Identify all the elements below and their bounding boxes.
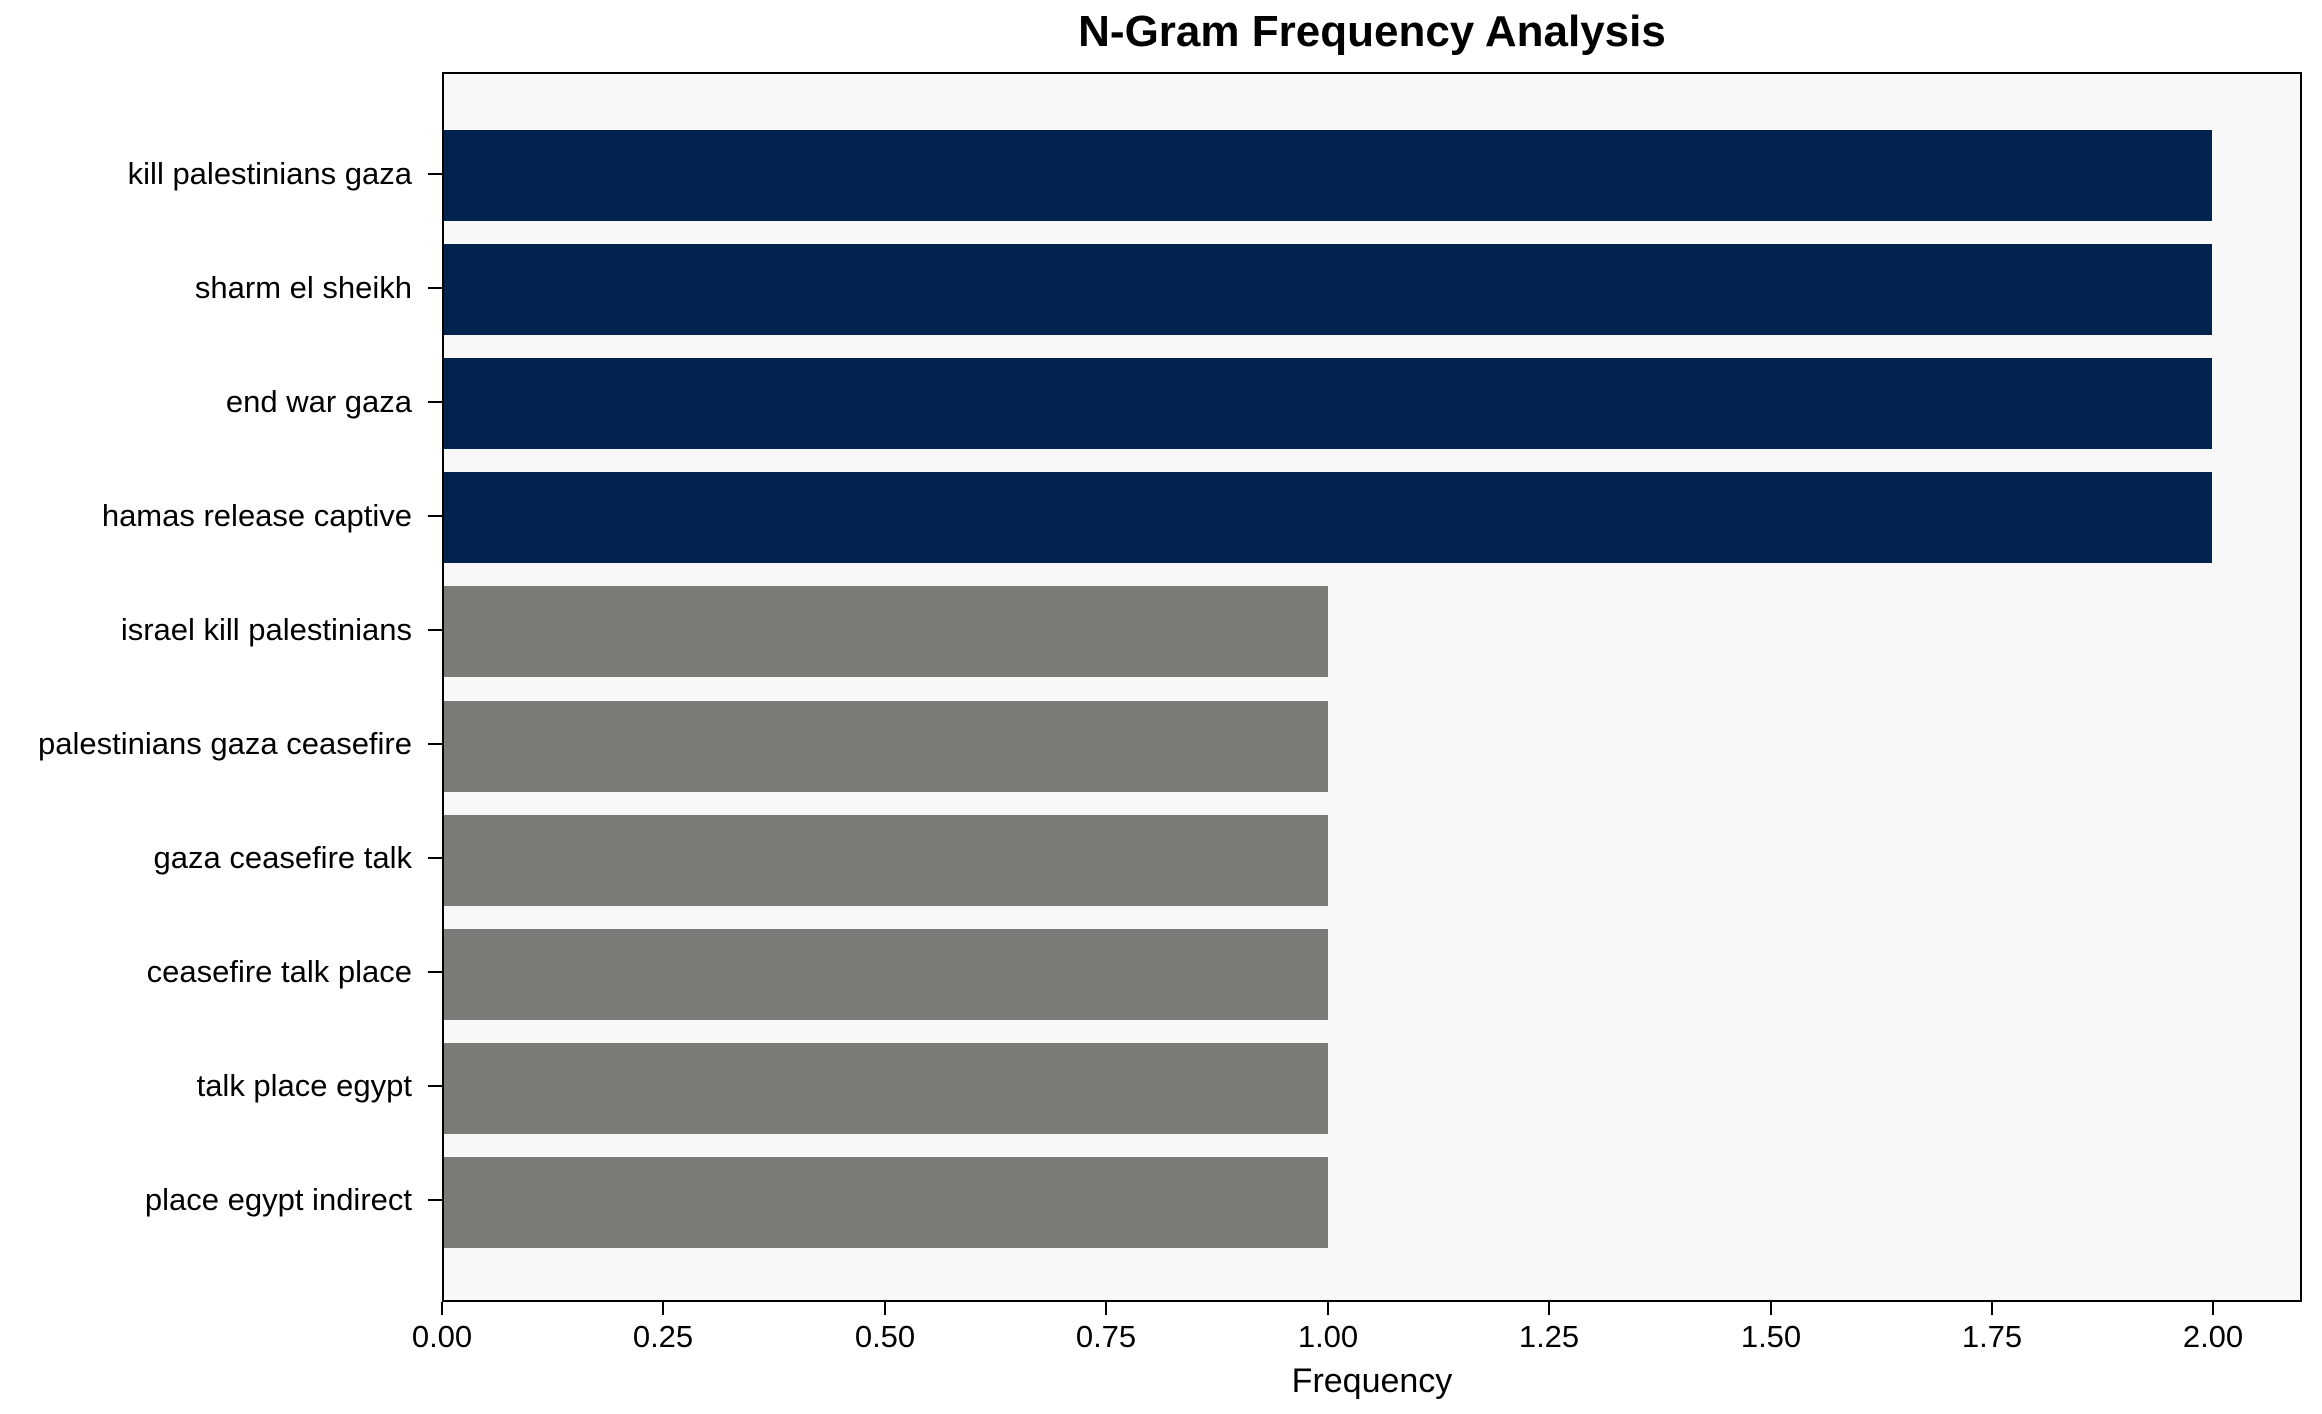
y-tick-label: kill palestinians gaza xyxy=(127,156,412,191)
y-tick-label: ceasefire talk place xyxy=(146,954,412,989)
bars-layer xyxy=(444,74,2300,1300)
y-tick-mark xyxy=(428,1085,442,1087)
x-tick-mark xyxy=(441,1302,443,1315)
y-tick-label: palestinians gaza ceasefire xyxy=(38,726,412,761)
x-tick-mark xyxy=(1991,1302,1993,1315)
x-tick-label: 1.00 xyxy=(1297,1319,1359,1354)
y-tick-mark xyxy=(428,287,442,289)
bar xyxy=(444,1043,1328,1134)
bar xyxy=(444,1157,1328,1248)
x-tick-mark xyxy=(662,1302,664,1315)
x-tick-mark xyxy=(1327,1302,1329,1315)
plot-area xyxy=(442,72,2302,1302)
x-tick-label: 0.50 xyxy=(854,1319,916,1354)
bar xyxy=(444,815,1328,906)
bar xyxy=(444,586,1328,677)
x-tick-mark xyxy=(884,1302,886,1315)
y-tick-label: sharm el sheikh xyxy=(194,270,412,305)
x-axis-title: Frequency xyxy=(1291,1362,1453,1400)
y-axis: kill palestinians gaza sharm el sheikh end… xyxy=(0,72,412,1302)
x-tick-label: 2.00 xyxy=(2182,1319,2244,1354)
y-tick-label: end war gaza xyxy=(225,384,412,419)
y-tick-label: hamas release captive xyxy=(101,498,412,533)
y-tick-mark xyxy=(428,515,442,517)
y-tick-label: gaza ceasefire talk xyxy=(153,840,412,875)
y-tick-mark xyxy=(428,743,442,745)
y-tick-mark xyxy=(428,971,442,973)
bar xyxy=(444,244,2212,335)
y-tick-mark xyxy=(428,629,442,631)
x-tick-label: 1.50 xyxy=(1740,1319,1802,1354)
y-tick-mark xyxy=(428,401,442,403)
x-tick-label: 0.25 xyxy=(632,1319,694,1354)
x-tick-mark xyxy=(1548,1302,1550,1315)
x-tick-label: 0.00 xyxy=(411,1319,473,1354)
y-tick-mark xyxy=(428,1199,442,1201)
y-tick-label: place egypt indirect xyxy=(144,1182,412,1217)
y-tick-mark xyxy=(428,857,442,859)
x-tick-mark xyxy=(1105,1302,1107,1315)
y-tick-mark xyxy=(428,173,442,175)
bar xyxy=(444,472,2212,563)
y-tick-label: talk place egypt xyxy=(196,1068,412,1103)
bar xyxy=(444,130,2212,221)
bar xyxy=(444,701,1328,792)
bar xyxy=(444,929,1328,1020)
x-tick-label: 1.75 xyxy=(1961,1319,2023,1354)
chart-title: N-Gram Frequency Analysis xyxy=(1078,7,1666,56)
x-tick-label: 0.75 xyxy=(1075,1319,1137,1354)
x-tick-mark xyxy=(2212,1302,2214,1315)
x-tick-mark xyxy=(1770,1302,1772,1315)
x-tick-label: 1.25 xyxy=(1518,1319,1580,1354)
y-tick-label: israel kill palestinians xyxy=(120,612,412,647)
bar xyxy=(444,358,2212,449)
